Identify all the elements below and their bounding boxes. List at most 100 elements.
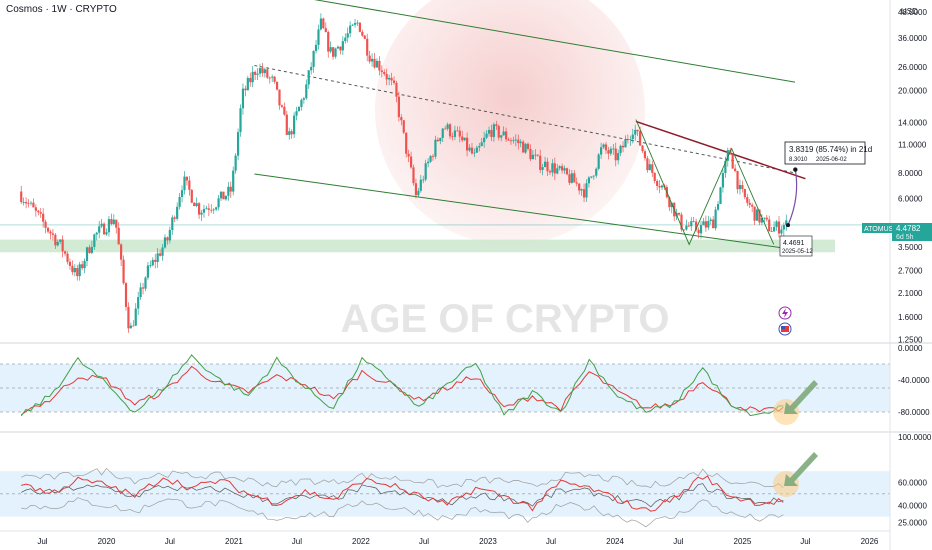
- projection-label: 3.8319 (85.74%) in 21d 8.3010 2025-06-02: [784, 141, 872, 165]
- candle: [468, 144, 471, 152]
- candle: [573, 170, 576, 183]
- candle: [353, 19, 357, 28]
- candle: [529, 144, 532, 162]
- candle: [37, 209, 40, 216]
- price-tick-label: 1.6000: [898, 313, 923, 322]
- candle: [492, 122, 496, 142]
- candle: [76, 264, 79, 281]
- candle: [456, 126, 459, 132]
- candle: [366, 33, 369, 62]
- candle: [658, 180, 661, 194]
- candle: [512, 136, 515, 144]
- candle: [543, 156, 547, 168]
- candle: [356, 20, 359, 27]
- candle: [785, 214, 788, 231]
- candle: [487, 126, 491, 137]
- price-tick-label: 48.0000: [898, 8, 927, 17]
- candle: [293, 112, 296, 138]
- candle: [431, 153, 435, 161]
- oscillator-2-axis[interactable]: 100.0000 60.0000 40.0000 25.0000: [898, 433, 932, 527]
- candle: [772, 221, 776, 232]
- candle: [385, 68, 388, 86]
- candle: [478, 142, 481, 152]
- candle: [565, 167, 569, 176]
- candle: [42, 208, 45, 228]
- candle: [310, 62, 313, 75]
- candle: [327, 30, 330, 58]
- candle: [185, 176, 189, 186]
- candle: [254, 70, 257, 80]
- candle: [475, 145, 478, 153]
- support-zone: [0, 239, 835, 253]
- candle: [120, 243, 123, 266]
- candle: [685, 219, 688, 231]
- candle: [71, 260, 74, 276]
- candle: [651, 160, 654, 177]
- candle: [614, 142, 617, 167]
- flag-event-icon[interactable]: [778, 322, 792, 336]
- candle: [244, 85, 247, 97]
- time-tick-label: Jul: [546, 537, 556, 546]
- lightning-icon[interactable]: [778, 306, 792, 320]
- time-axis[interactable]: Jul 2020 Jul 2021 Jul 2022 Jul 2023 Jul 2024 Jul 20…: [37, 537, 879, 546]
- candle: [731, 153, 734, 169]
- candle: [29, 201, 33, 206]
- candle: [261, 62, 264, 77]
- watermark: AGE OF CRYPTO: [341, 0, 669, 341]
- candle: [716, 200, 720, 211]
- time-tick-label: 2024: [606, 537, 624, 546]
- oscillator-1-axis[interactable]: 0.0000 -40.0000 -80.0000: [898, 344, 930, 417]
- candle: [44, 219, 47, 234]
- candle: [751, 202, 754, 213]
- candle: [592, 175, 595, 180]
- candle: [714, 206, 717, 231]
- candle: [653, 172, 656, 184]
- candle: [132, 320, 135, 327]
- candle: [54, 233, 57, 249]
- candle: [78, 261, 81, 281]
- candle: [461, 130, 464, 143]
- candle: [297, 106, 301, 112]
- candle: [154, 253, 157, 269]
- candle: [495, 120, 498, 130]
- candle: [66, 251, 69, 265]
- candle: [331, 47, 335, 60]
- price-axis[interactable]: USD 48.0000 36.0000 26.0000 20.0000 14.0000 1…: [898, 7, 927, 344]
- candle: [463, 137, 466, 141]
- candle: [210, 204, 213, 214]
- candle: [300, 98, 303, 111]
- candle: [180, 185, 184, 203]
- candle: [526, 142, 530, 151]
- candle: [59, 239, 62, 245]
- candle: [519, 139, 522, 148]
- candle: [205, 205, 208, 210]
- oscillator-tick-label: 40.0000: [898, 501, 927, 510]
- candle: [741, 180, 744, 193]
- candle: [407, 149, 410, 163]
- oscillator-tick-label: -40.0000: [898, 376, 930, 385]
- candle: [687, 221, 690, 228]
- candle: [275, 81, 279, 91]
- candle: [502, 126, 505, 136]
- candle: [334, 47, 337, 59]
- price-axis-unit: USD: [901, 7, 918, 16]
- candle: [497, 124, 500, 141]
- candle: [159, 249, 162, 257]
- channel-line-lower: [254, 173, 796, 251]
- candle: [32, 198, 35, 208]
- candle: [470, 142, 474, 155]
- candle: [122, 255, 125, 285]
- candle: [748, 198, 751, 209]
- candle: [405, 132, 408, 158]
- candle: [383, 69, 386, 76]
- candle: [302, 96, 305, 104]
- candle: [361, 29, 364, 37]
- candle: [215, 206, 218, 212]
- candle: [161, 244, 164, 261]
- candle: [551, 159, 554, 177]
- candle: [63, 250, 67, 257]
- candle: [531, 150, 534, 160]
- candle: [395, 80, 398, 103]
- candle: [417, 187, 420, 197]
